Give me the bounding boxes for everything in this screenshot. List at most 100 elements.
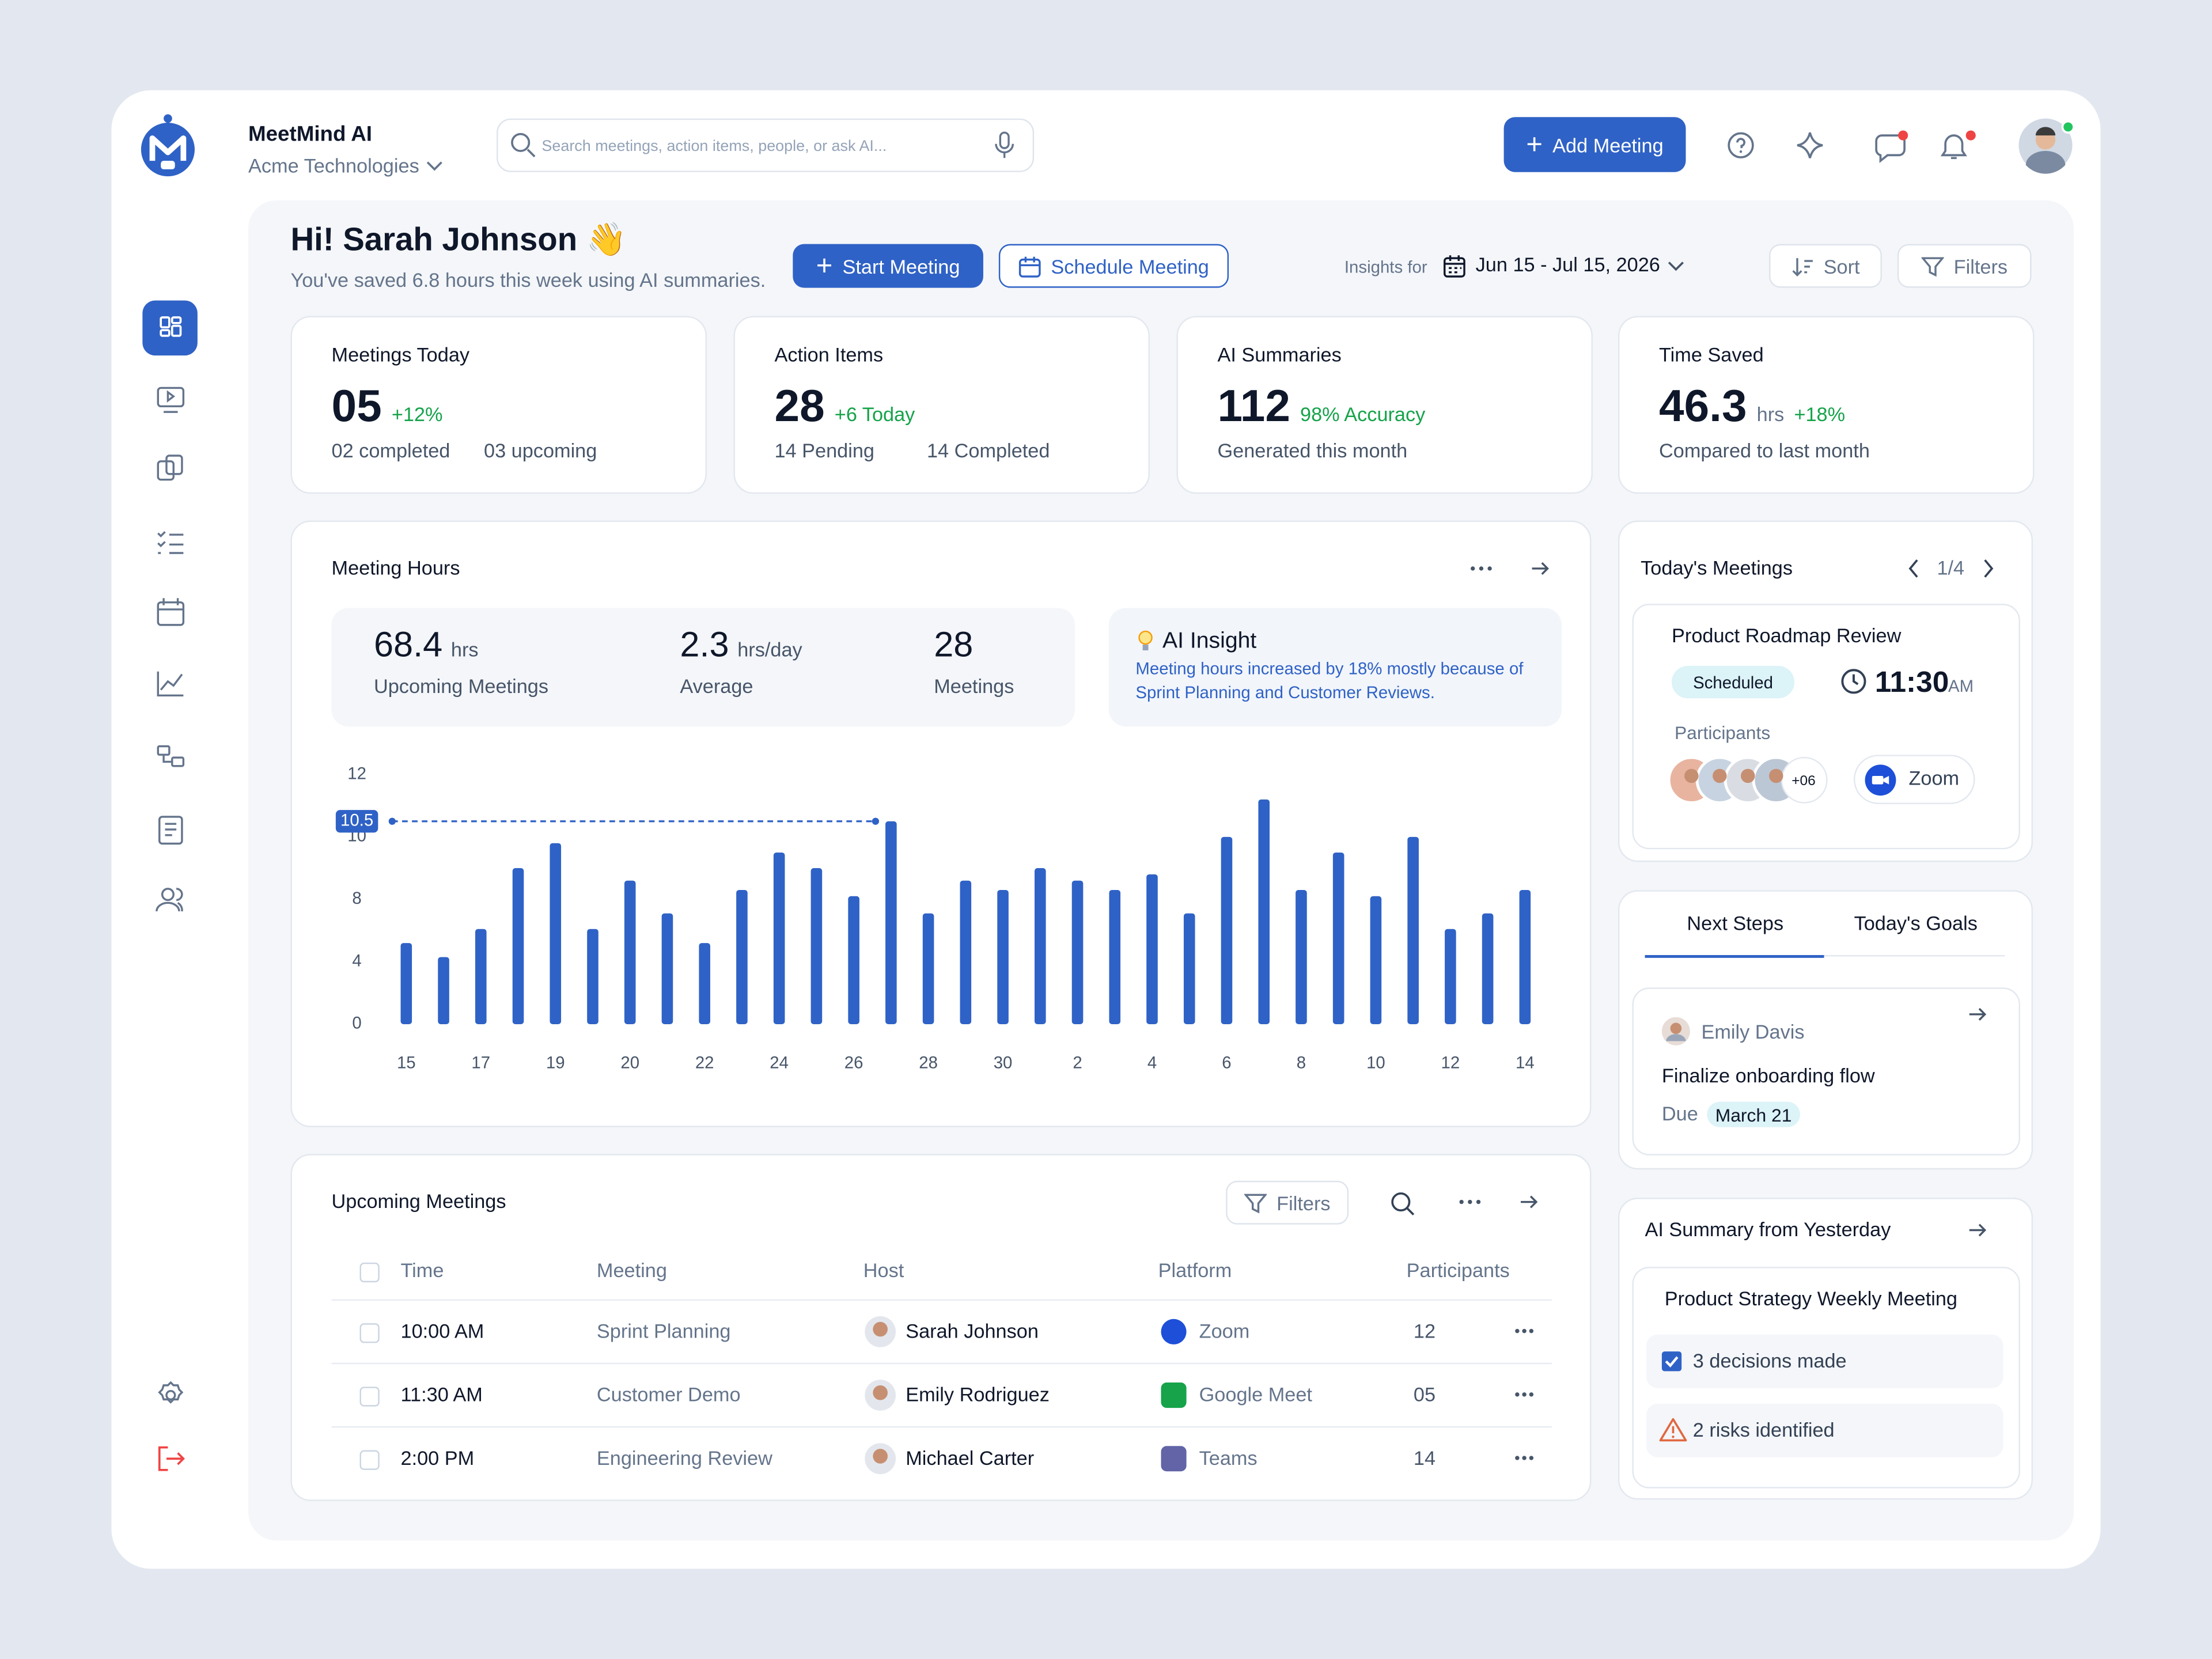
warning-icon <box>1659 1418 1687 1442</box>
x-tick-label: 19 <box>546 1053 565 1072</box>
column-header: Platform <box>1158 1259 1232 1282</box>
insights-label: Insights for <box>1344 257 1427 277</box>
x-tick-label: 17 <box>471 1053 490 1072</box>
checkbox <box>359 1450 380 1470</box>
checkbox <box>359 1323 380 1343</box>
stat-sub: Generated this month <box>1217 439 1408 462</box>
y-tick-label: 8 <box>352 889 361 908</box>
calendar-icon <box>1018 256 1041 277</box>
date-range[interactable]: Jun 15 - Jul 15, 2026 <box>1475 253 1660 276</box>
search-box[interactable] <box>497 118 1035 172</box>
summary-meeting: Product Strategy Weekly Meeting <box>1664 1287 1957 1310</box>
tab[interactable]: Next Steps <box>1687 911 1784 934</box>
card-actions[interactable] <box>1467 557 1552 579</box>
y-tick-label: 12 <box>347 764 366 783</box>
arrow[interactable] <box>1968 1222 1987 1238</box>
stat-label: Action Items <box>774 343 884 366</box>
task-title: Finalize onboarding flow <box>1661 1064 1875 1087</box>
bar <box>997 889 1009 1024</box>
tab[interactable]: Today's Goals <box>1854 911 1978 934</box>
stat-sub: Compared to last month <box>1659 439 1870 462</box>
card-title: Upcoming Meetings <box>331 1190 506 1213</box>
x-tick-label: 15 <box>397 1053 416 1072</box>
tab-indicator <box>1645 955 1824 958</box>
bar <box>438 957 449 1024</box>
bar <box>810 868 823 1024</box>
column-header: Time <box>400 1259 444 1282</box>
sort-button[interactable]: Sort <box>1769 244 1882 288</box>
bar <box>550 843 562 1024</box>
card-title: Meeting Hours <box>331 556 460 579</box>
bar <box>512 868 524 1024</box>
host: Michael Carter <box>906 1446 1035 1469</box>
table-actions[interactable] <box>1388 1189 1543 1217</box>
filter-icon <box>1921 256 1944 276</box>
summary-unit: hrs/day <box>737 638 802 661</box>
add-meeting-button[interactable]: + Add Meeting <box>1503 117 1686 172</box>
person-avatar <box>1661 1017 1690 1046</box>
x-tick-label: 10 <box>1366 1053 1385 1072</box>
bar <box>624 880 636 1024</box>
org-name[interactable]: Acme Technologies <box>248 154 419 177</box>
greeting: Hi! Sarah Johnson 👋 <box>290 220 627 257</box>
meeting-time: 11:30 <box>1874 666 1949 699</box>
time: 11:30 AM <box>400 1382 483 1406</box>
filters-button[interactable]: Filters <box>1897 244 2032 288</box>
summary-item: 2 risks identified <box>1692 1418 1835 1441</box>
stat-delta: 98% Accuracy <box>1300 402 1426 426</box>
stat-value: 46.3 <box>1659 380 1747 431</box>
guide-dot <box>872 817 880 825</box>
filters-button[interactable]: Filters <box>1226 1180 1349 1225</box>
task-card[interactable] <box>1632 987 2020 1156</box>
insight-box <box>1108 608 1562 727</box>
bar <box>736 889 748 1024</box>
stat-value-row: 112 98% Accuracy <box>1217 381 1425 431</box>
column-header: Host <box>863 1259 904 1282</box>
x-tick-label: 24 <box>770 1053 789 1072</box>
stat-value-row: 28 +6 Today <box>774 381 915 431</box>
clock-icon <box>1841 669 1866 694</box>
summary-unit: hrs <box>450 638 479 661</box>
x-tick-label: 8 <box>1297 1053 1306 1072</box>
user-avatar[interactable] <box>2017 117 2077 176</box>
arrow[interactable] <box>1968 1006 1987 1022</box>
participants: 14 <box>1413 1446 1436 1469</box>
stat-delta: +18% <box>1794 402 1846 426</box>
summary-label: Upcoming Meetings <box>373 675 549 698</box>
summary-value: 2.3 <box>680 625 729 665</box>
schedule-meeting-button[interactable]: Schedule Meeting <box>998 244 1229 288</box>
bar <box>1519 889 1531 1024</box>
mic-icon[interactable] <box>995 131 1014 160</box>
summary-item-box <box>1646 1403 2003 1457</box>
search-placeholder: Search meetings, action items, people, o… <box>541 138 887 156</box>
bar <box>699 943 710 1024</box>
meeting-detail[interactable] <box>1632 604 2020 850</box>
stat-sub: 03 upcoming <box>484 439 597 462</box>
brand-name: MeetMind AI <box>248 122 372 147</box>
card-title: Today's Meetings <box>1641 556 1793 579</box>
column-header: Meeting <box>596 1259 667 1282</box>
platform-icon <box>1161 1446 1187 1472</box>
meeting-title: Product Roadmap Review <box>1672 624 1902 647</box>
summary-value-row: 68.4 hrs <box>374 626 479 665</box>
platform: Teams <box>1199 1446 1257 1469</box>
stat-unit: hrs <box>1756 402 1785 426</box>
row-menu <box>1513 1456 1534 1460</box>
tab-divider <box>1645 955 2005 957</box>
host-avatar <box>865 1316 896 1347</box>
time: 10:00 AM <box>400 1319 484 1342</box>
x-tick-label: 4 <box>1147 1053 1157 1072</box>
top-icons[interactable] <box>1724 127 1978 164</box>
stat-value: 28 <box>774 380 825 431</box>
nav-active[interactable] <box>142 300 198 356</box>
meeting: Engineering Review <box>596 1446 772 1469</box>
bar <box>1146 874 1158 1024</box>
sidebar-icons[interactable] <box>142 301 199 1486</box>
pager-arrows[interactable] <box>1903 557 2002 579</box>
logo <box>141 114 195 177</box>
start-meeting-button[interactable]: + Start Meeting <box>793 244 983 288</box>
stat-card <box>1618 316 2035 494</box>
value-label: 10.5 <box>340 811 373 830</box>
